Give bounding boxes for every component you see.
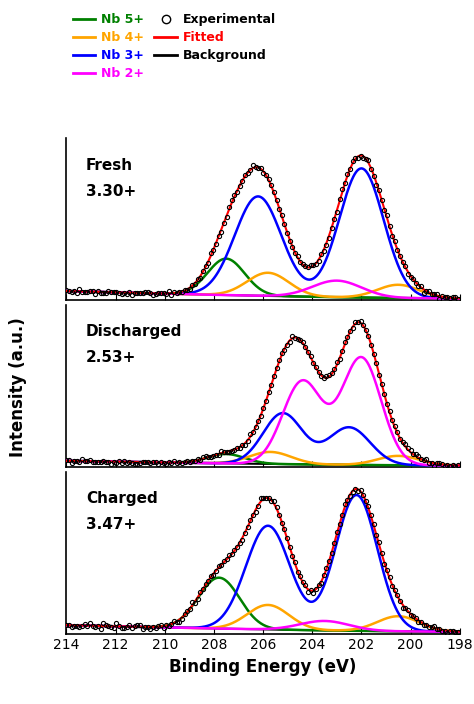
Text: Intensity (a.u.): Intensity (a.u.) — [9, 318, 27, 457]
Text: 3.30+: 3.30+ — [86, 184, 137, 199]
Legend: Nb 5+, Nb 4+, Nb 3+, Nb 2+, Experimental, Fitted, Background: Nb 5+, Nb 4+, Nb 3+, Nb 2+, Experimental… — [73, 13, 276, 80]
Text: Charged: Charged — [86, 491, 158, 506]
Text: Fresh: Fresh — [86, 158, 133, 172]
Text: 2.53+: 2.53+ — [86, 351, 137, 365]
Text: 3.47+: 3.47+ — [86, 517, 137, 532]
Text: Discharged: Discharged — [86, 325, 182, 339]
X-axis label: Binding Energy (eV): Binding Energy (eV) — [169, 658, 357, 676]
